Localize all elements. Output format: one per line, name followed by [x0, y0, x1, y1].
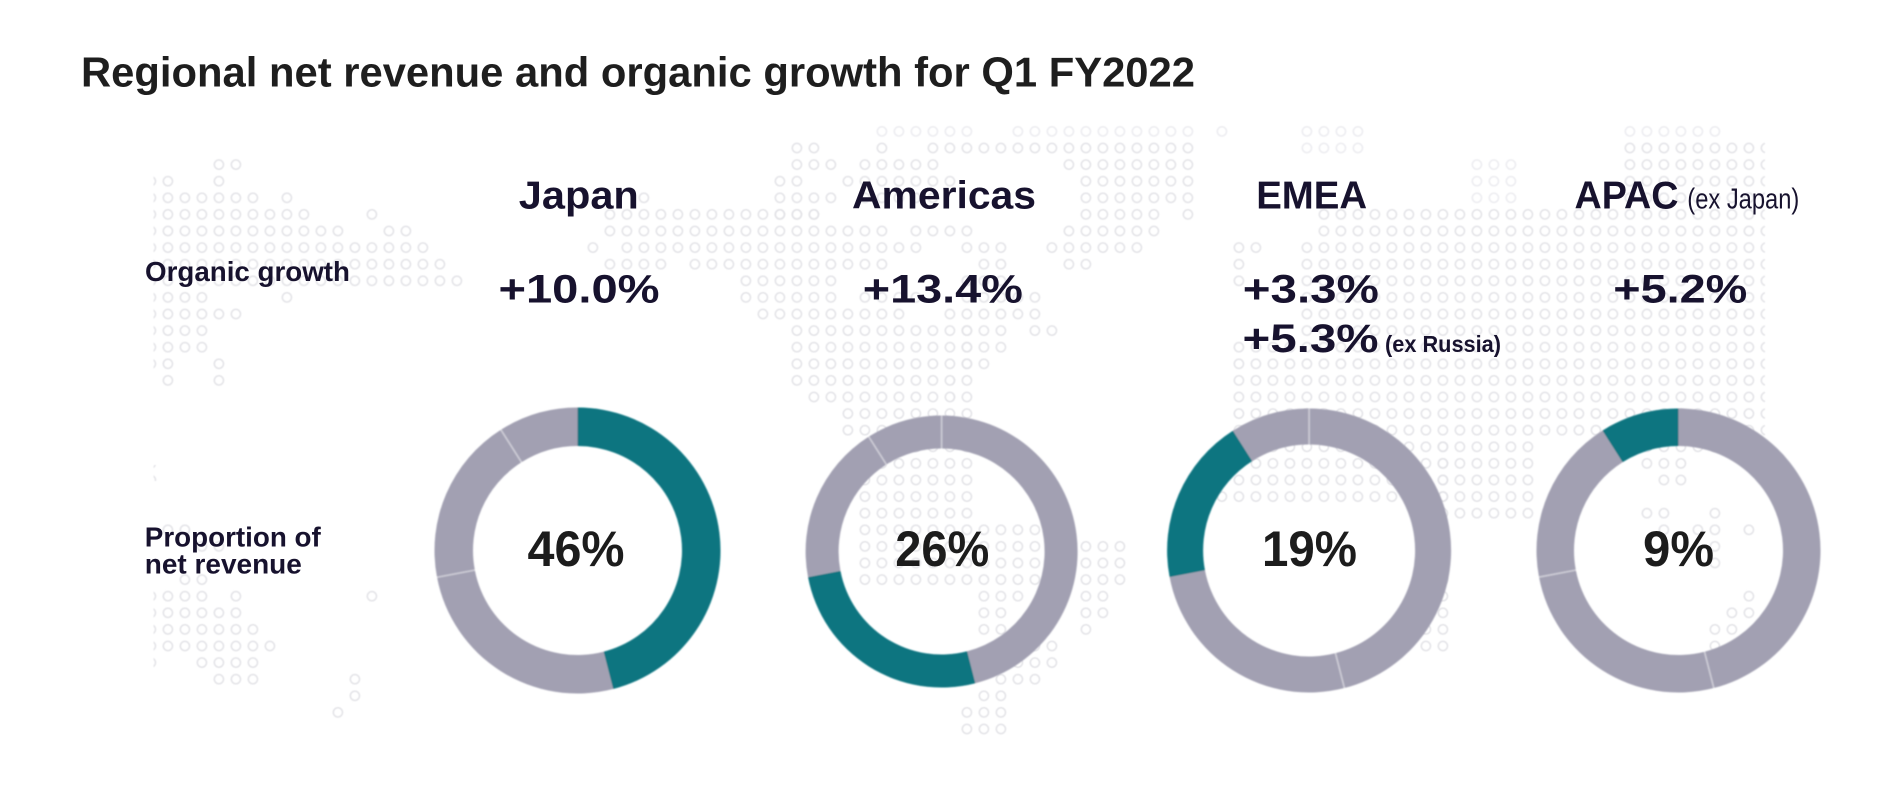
svg-text:9%: 9%: [1643, 521, 1714, 577]
svg-text:net revenue: net revenue: [145, 548, 302, 579]
svg-text:APAC: APAC: [1575, 175, 1679, 218]
svg-text:Proportion of: Proportion of: [145, 522, 322, 553]
svg-text:+10.0%: +10.0%: [499, 267, 660, 311]
svg-text:+3.3%: +3.3%: [1243, 267, 1379, 311]
svg-text:Organic growth: Organic growth: [145, 256, 350, 287]
svg-text:+5.3%: +5.3%: [1243, 317, 1379, 361]
svg-text:26%: 26%: [895, 521, 989, 577]
svg-text:(ex Russia): (ex Russia): [1385, 331, 1501, 357]
svg-text:Americas: Americas: [852, 175, 1036, 218]
svg-text:+5.2%: +5.2%: [1613, 267, 1747, 311]
svg-text:Regional net revenue and organ: Regional net revenue and organic growth …: [81, 49, 1195, 96]
svg-text:19%: 19%: [1262, 521, 1357, 577]
svg-text:46%: 46%: [528, 521, 625, 577]
svg-text:+13.4%: +13.4%: [863, 267, 1023, 311]
svg-text:Japan: Japan: [519, 175, 639, 218]
svg-text:(ex Japan): (ex Japan): [1687, 184, 1799, 216]
svg-text:EMEA: EMEA: [1256, 175, 1367, 218]
